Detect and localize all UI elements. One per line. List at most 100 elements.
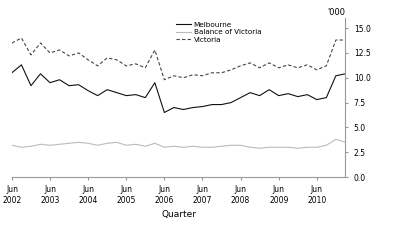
Balance of Victoria [229, 144, 233, 147]
Melbourne [29, 84, 33, 87]
Melbourne [133, 93, 138, 96]
Melbourne [76, 83, 81, 86]
Balance of Victoria [305, 146, 310, 149]
Victoria [48, 52, 52, 54]
Victoria [267, 62, 272, 64]
Melbourne [105, 88, 110, 91]
Text: '000: '000 [328, 7, 345, 17]
Balance of Victoria [333, 138, 338, 141]
Melbourne [124, 94, 129, 97]
Melbourne [333, 74, 338, 77]
Line: Balance of Victoria: Balance of Victoria [12, 139, 345, 148]
Melbourne [57, 78, 62, 81]
Balance of Victoria [219, 145, 224, 148]
Victoria [210, 72, 214, 74]
Balance of Victoria [286, 146, 291, 149]
Victoria [295, 67, 300, 69]
Balance of Victoria [238, 144, 243, 147]
Balance of Victoria [267, 146, 272, 149]
X-axis label: Quarter: Quarter [161, 210, 196, 219]
Victoria [10, 42, 14, 44]
Melbourne [191, 106, 195, 109]
Victoria [276, 67, 281, 69]
Balance of Victoria [143, 145, 148, 148]
Melbourne [219, 103, 224, 106]
Balance of Victoria [86, 142, 91, 145]
Balance of Victoria [57, 143, 62, 146]
Balance of Victoria [105, 142, 110, 145]
Melbourne [95, 94, 100, 97]
Balance of Victoria [181, 146, 186, 149]
Balance of Victoria [114, 141, 119, 144]
Melbourne [181, 108, 186, 111]
Melbourne [38, 72, 43, 75]
Balance of Victoria [152, 142, 157, 145]
Victoria [238, 64, 243, 67]
Melbourne [295, 95, 300, 98]
Melbourne [162, 111, 167, 114]
Balance of Victoria [38, 143, 43, 146]
Melbourne [257, 94, 262, 97]
Melbourne [152, 81, 157, 84]
Melbourne [229, 101, 233, 104]
Melbourne [248, 91, 252, 94]
Balance of Victoria [343, 141, 348, 144]
Victoria [124, 64, 129, 67]
Victoria [67, 54, 71, 57]
Victoria [162, 78, 167, 81]
Victoria [200, 74, 205, 77]
Victoria [286, 64, 291, 66]
Melbourne [114, 91, 119, 94]
Line: Melbourne: Melbourne [12, 65, 345, 113]
Balance of Victoria [191, 145, 195, 148]
Victoria [19, 37, 24, 39]
Melbourne [238, 96, 243, 99]
Victoria [133, 62, 138, 65]
Victoria [105, 57, 110, 59]
Balance of Victoria [67, 142, 71, 145]
Victoria [229, 69, 233, 71]
Victoria [248, 62, 252, 64]
Victoria [114, 59, 119, 61]
Victoria [143, 67, 148, 69]
Victoria [152, 49, 157, 51]
Balance of Victoria [133, 143, 138, 146]
Victoria [29, 54, 33, 56]
Melbourne [343, 72, 348, 75]
Balance of Victoria [162, 146, 167, 149]
Melbourne [305, 93, 310, 96]
Victoria [95, 64, 100, 67]
Balance of Victoria [19, 146, 24, 149]
Balance of Victoria [210, 146, 214, 149]
Balance of Victoria [48, 144, 52, 147]
Melbourne [172, 106, 176, 109]
Victoria [191, 73, 195, 76]
Legend: Melbourne, Balance of Victoria, Victoria: Melbourne, Balance of Victoria, Victoria [176, 22, 261, 43]
Melbourne [210, 103, 214, 106]
Victoria [324, 64, 329, 67]
Melbourne [143, 96, 148, 99]
Melbourne [67, 84, 71, 87]
Victoria [172, 74, 176, 77]
Melbourne [267, 88, 272, 91]
Balance of Victoria [200, 146, 205, 149]
Balance of Victoria [324, 144, 329, 147]
Victoria [314, 69, 319, 71]
Melbourne [286, 92, 291, 95]
Victoria [38, 42, 43, 44]
Victoria [333, 39, 338, 41]
Melbourne [86, 89, 91, 92]
Balance of Victoria [248, 146, 252, 149]
Melbourne [200, 105, 205, 108]
Balance of Victoria [295, 147, 300, 150]
Victoria [343, 39, 348, 41]
Melbourne [19, 64, 24, 66]
Balance of Victoria [172, 145, 176, 148]
Balance of Victoria [257, 147, 262, 150]
Victoria [181, 76, 186, 79]
Balance of Victoria [29, 145, 33, 148]
Balance of Victoria [124, 144, 129, 147]
Victoria [86, 59, 91, 61]
Melbourne [314, 98, 319, 101]
Balance of Victoria [76, 141, 81, 144]
